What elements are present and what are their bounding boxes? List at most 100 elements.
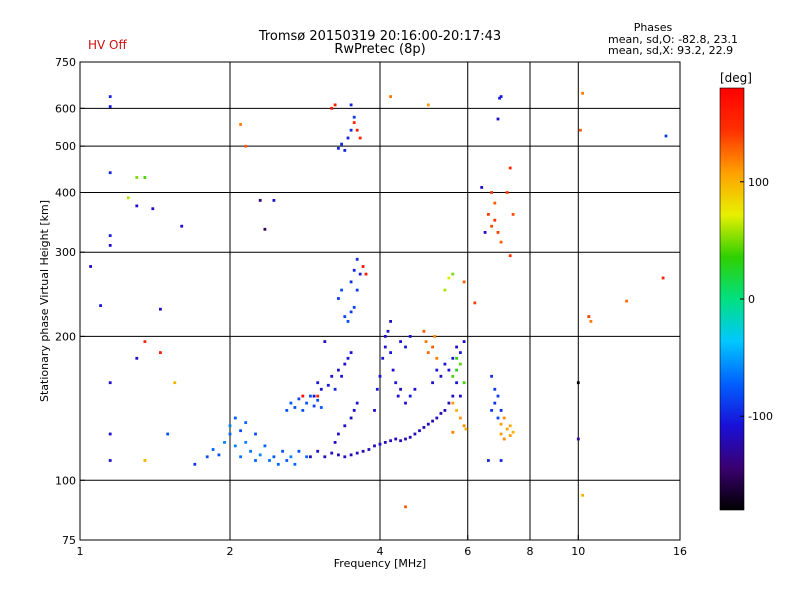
data-point [505, 191, 509, 194]
data-point [422, 426, 426, 429]
data-point [323, 340, 327, 343]
data-point [394, 381, 398, 385]
data-point [490, 191, 493, 194]
data-point [205, 455, 209, 459]
phases-heading: Phases [634, 21, 673, 34]
data-point [355, 288, 359, 292]
y-tick-label: 750 [55, 56, 76, 69]
x-tick-label: 16 [673, 545, 687, 558]
data-point [455, 345, 458, 349]
data-point [323, 455, 327, 459]
data-point [483, 231, 487, 234]
y-axis-ticks: 75 100 200 300 400 500 600 750 [55, 56, 85, 547]
data-point [239, 123, 242, 126]
data-point [337, 146, 340, 150]
data-point [493, 387, 497, 391]
data-point [346, 136, 350, 140]
data-point [399, 439, 402, 443]
data-point [316, 449, 320, 453]
data-point [272, 455, 276, 459]
data-point [349, 103, 353, 107]
data-point [447, 276, 451, 280]
data-point [455, 368, 458, 372]
y-tick-label: 600 [55, 102, 76, 115]
data-point [316, 398, 320, 402]
data-point [352, 409, 356, 412]
data-point [297, 397, 301, 401]
data-point [343, 315, 347, 318]
data-point [435, 416, 439, 420]
data-point [293, 406, 297, 409]
data-point [408, 435, 412, 439]
data-point [108, 381, 112, 385]
x-tick-label: 2 [227, 545, 234, 558]
data-point [499, 432, 503, 436]
data-point [326, 383, 330, 387]
data-points [89, 91, 668, 509]
data-point [581, 91, 584, 95]
data-point [289, 455, 293, 459]
data-point [108, 244, 112, 247]
data-point [135, 176, 139, 179]
data-point [285, 459, 289, 462]
data-point [413, 432, 417, 436]
data-point [435, 368, 439, 372]
data-point [480, 186, 484, 189]
data-point [426, 422, 430, 426]
colorbar-ticks: 100 0 -100 [740, 176, 773, 423]
data-point [258, 199, 262, 202]
data-point [459, 394, 462, 398]
data-point [143, 459, 147, 462]
data-point [361, 449, 365, 453]
data-point [254, 432, 257, 436]
data-point [493, 401, 497, 405]
data-point [108, 234, 112, 237]
data-point [358, 272, 362, 276]
data-point [499, 422, 503, 426]
data-point [462, 280, 466, 284]
data-point [443, 409, 447, 412]
y-tick-label: 200 [55, 330, 76, 343]
data-point [217, 453, 221, 457]
chart-subtitle: RwPretec (8p) [334, 42, 425, 57]
x-tick-label: 1 [77, 545, 84, 558]
data-point [508, 254, 512, 258]
data-point [367, 448, 371, 451]
data-point [433, 335, 437, 338]
data-point [254, 459, 257, 462]
data-point [143, 176, 147, 179]
data-point [343, 455, 347, 459]
data-point [511, 430, 515, 434]
data-point [493, 201, 497, 205]
data-point [451, 374, 455, 378]
data-point [349, 128, 353, 132]
data-point [346, 320, 350, 323]
data-point [258, 453, 262, 457]
colorbar-unit: [deg] [720, 71, 752, 85]
y-tick-label: 300 [55, 246, 76, 259]
data-point [135, 356, 139, 360]
data-point [462, 340, 466, 343]
data-point [297, 449, 301, 453]
data-point [355, 401, 359, 405]
data-point [268, 459, 271, 462]
data-point [355, 257, 359, 261]
data-point [408, 335, 412, 338]
data-point [375, 387, 379, 391]
data-point [228, 432, 232, 436]
data-point [496, 416, 500, 420]
data-point [496, 231, 500, 234]
data-point [173, 381, 177, 385]
data-point [426, 103, 430, 107]
data-point [330, 374, 334, 378]
data-point [108, 171, 112, 175]
colorbar [719, 87, 745, 511]
data-point [312, 394, 316, 398]
data-point [587, 315, 591, 318]
data-point [263, 227, 267, 231]
data-point [211, 448, 215, 451]
data-point [305, 455, 308, 459]
data-point [135, 204, 139, 208]
data-point [352, 121, 356, 124]
